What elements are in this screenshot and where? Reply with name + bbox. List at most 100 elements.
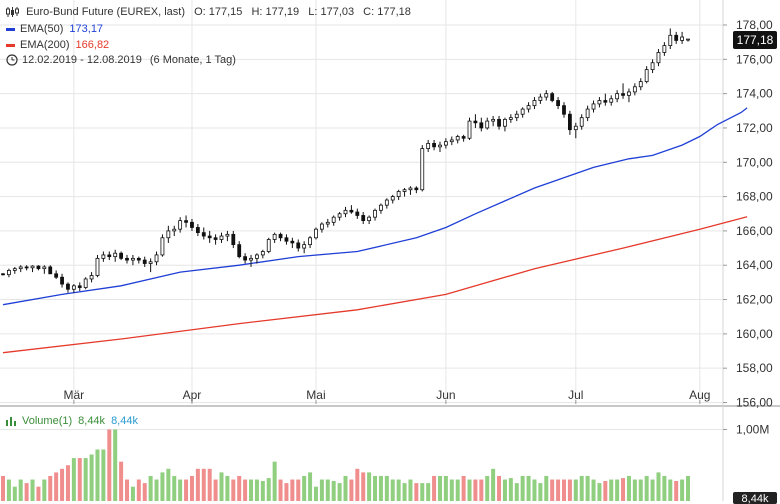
volume-bar [249, 479, 254, 501]
candle [373, 208, 377, 221]
ema200-line [2, 216, 748, 354]
y-tick-label: 164,00 [736, 258, 773, 272]
candle-body [60, 276, 64, 285]
y-tick-label: 168,00 [736, 190, 773, 204]
candle-body [142, 259, 147, 264]
last-price-tag: 177,18 [733, 31, 777, 49]
ema200-legend[interactable]: EMA(200) 166,82 [6, 38, 109, 52]
candle [662, 42, 667, 56]
volume-bar [184, 479, 189, 501]
candle [609, 95, 614, 106]
candle [443, 138, 448, 149]
candle [367, 215, 372, 225]
candle [77, 282, 82, 291]
volume-bar [89, 454, 94, 501]
candle-body [621, 93, 625, 96]
candle [627, 88, 631, 103]
candle [621, 83, 625, 99]
candle [479, 117, 484, 132]
volume-bar [296, 479, 301, 501]
candle [674, 31, 679, 44]
volume-bar [502, 479, 507, 501]
volume-bar [491, 468, 496, 501]
candle-body [402, 189, 407, 192]
candle [408, 186, 413, 195]
candle [349, 205, 354, 214]
candle-body [219, 235, 224, 240]
candle-body [508, 117, 513, 120]
volume-bar [573, 479, 578, 501]
candle [266, 237, 271, 254]
candle [508, 114, 513, 123]
chart-title: Euro-Bund Future (EUREX, last) [26, 6, 186, 19]
candle-body [686, 38, 690, 41]
candle [449, 136, 454, 146]
volume-bar [520, 475, 525, 501]
candle [656, 49, 661, 67]
price-plot-area [0, 0, 723, 404]
candle [83, 277, 88, 290]
volume-bar [390, 479, 395, 501]
candle-body [243, 256, 248, 261]
candle [12, 266, 17, 274]
candle [48, 265, 53, 275]
candle [213, 234, 218, 245]
x-tick-label: Jun [436, 388, 455, 402]
candle-body [296, 242, 301, 249]
volume-bar [213, 479, 218, 501]
candle-body [54, 273, 59, 278]
candle-body [231, 233, 236, 246]
y-tick-label: 166,00 [736, 224, 773, 238]
volume-bar [290, 479, 295, 501]
candle [520, 107, 525, 118]
volume-bar [42, 479, 47, 501]
ema50-legend[interactable]: EMA(50) 173,17 [6, 22, 103, 36]
candle-body [449, 139, 454, 143]
volume-bar [71, 458, 76, 501]
volume-bar [148, 475, 153, 501]
candle [1, 272, 5, 276]
candle-body [443, 141, 448, 146]
candle-body [207, 235, 212, 239]
candle [591, 100, 596, 113]
candle [402, 188, 407, 197]
volume-bar [585, 475, 590, 501]
volume-legend[interactable]: Volume(1) 8,44k 8,44k [6, 414, 138, 428]
candle-body [290, 240, 295, 244]
candle-body [154, 254, 159, 263]
candle [379, 203, 383, 214]
candle-body [201, 232, 206, 237]
volume-bar [325, 479, 330, 501]
volume-bar [443, 475, 448, 501]
volume-bar [626, 475, 631, 501]
y-tick-label: 170,00 [736, 155, 773, 169]
candle-body [473, 120, 478, 124]
volume-bar [12, 486, 17, 501]
volume-bar [207, 468, 212, 501]
candle-body [12, 268, 17, 271]
volume-bar [591, 479, 596, 501]
candle [136, 256, 141, 264]
candle [278, 232, 283, 242]
candle-body [361, 215, 366, 222]
candle [249, 254, 253, 267]
volume-bar [142, 483, 147, 501]
candle-body [349, 209, 354, 213]
candle-body [249, 257, 253, 261]
volume-bar [18, 479, 23, 501]
candle-body [550, 93, 555, 101]
volume-bar [437, 475, 442, 501]
volume-bar [302, 475, 307, 501]
volume-bar [615, 479, 620, 501]
volume-bar [638, 479, 643, 501]
volume-bar [538, 483, 543, 501]
volume-value: 8,44k [78, 415, 106, 428]
volume-bar [1, 475, 5, 501]
volume-bar [396, 479, 401, 501]
candle [680, 31, 684, 44]
candle-body [225, 233, 230, 237]
period-row[interactable]: 12.02.2019 - 12.08.2019 (6 Monate, 1 Tag) [6, 53, 236, 67]
volume-y-tick-label: 1,00M [736, 422, 769, 436]
candle-body [131, 257, 135, 261]
